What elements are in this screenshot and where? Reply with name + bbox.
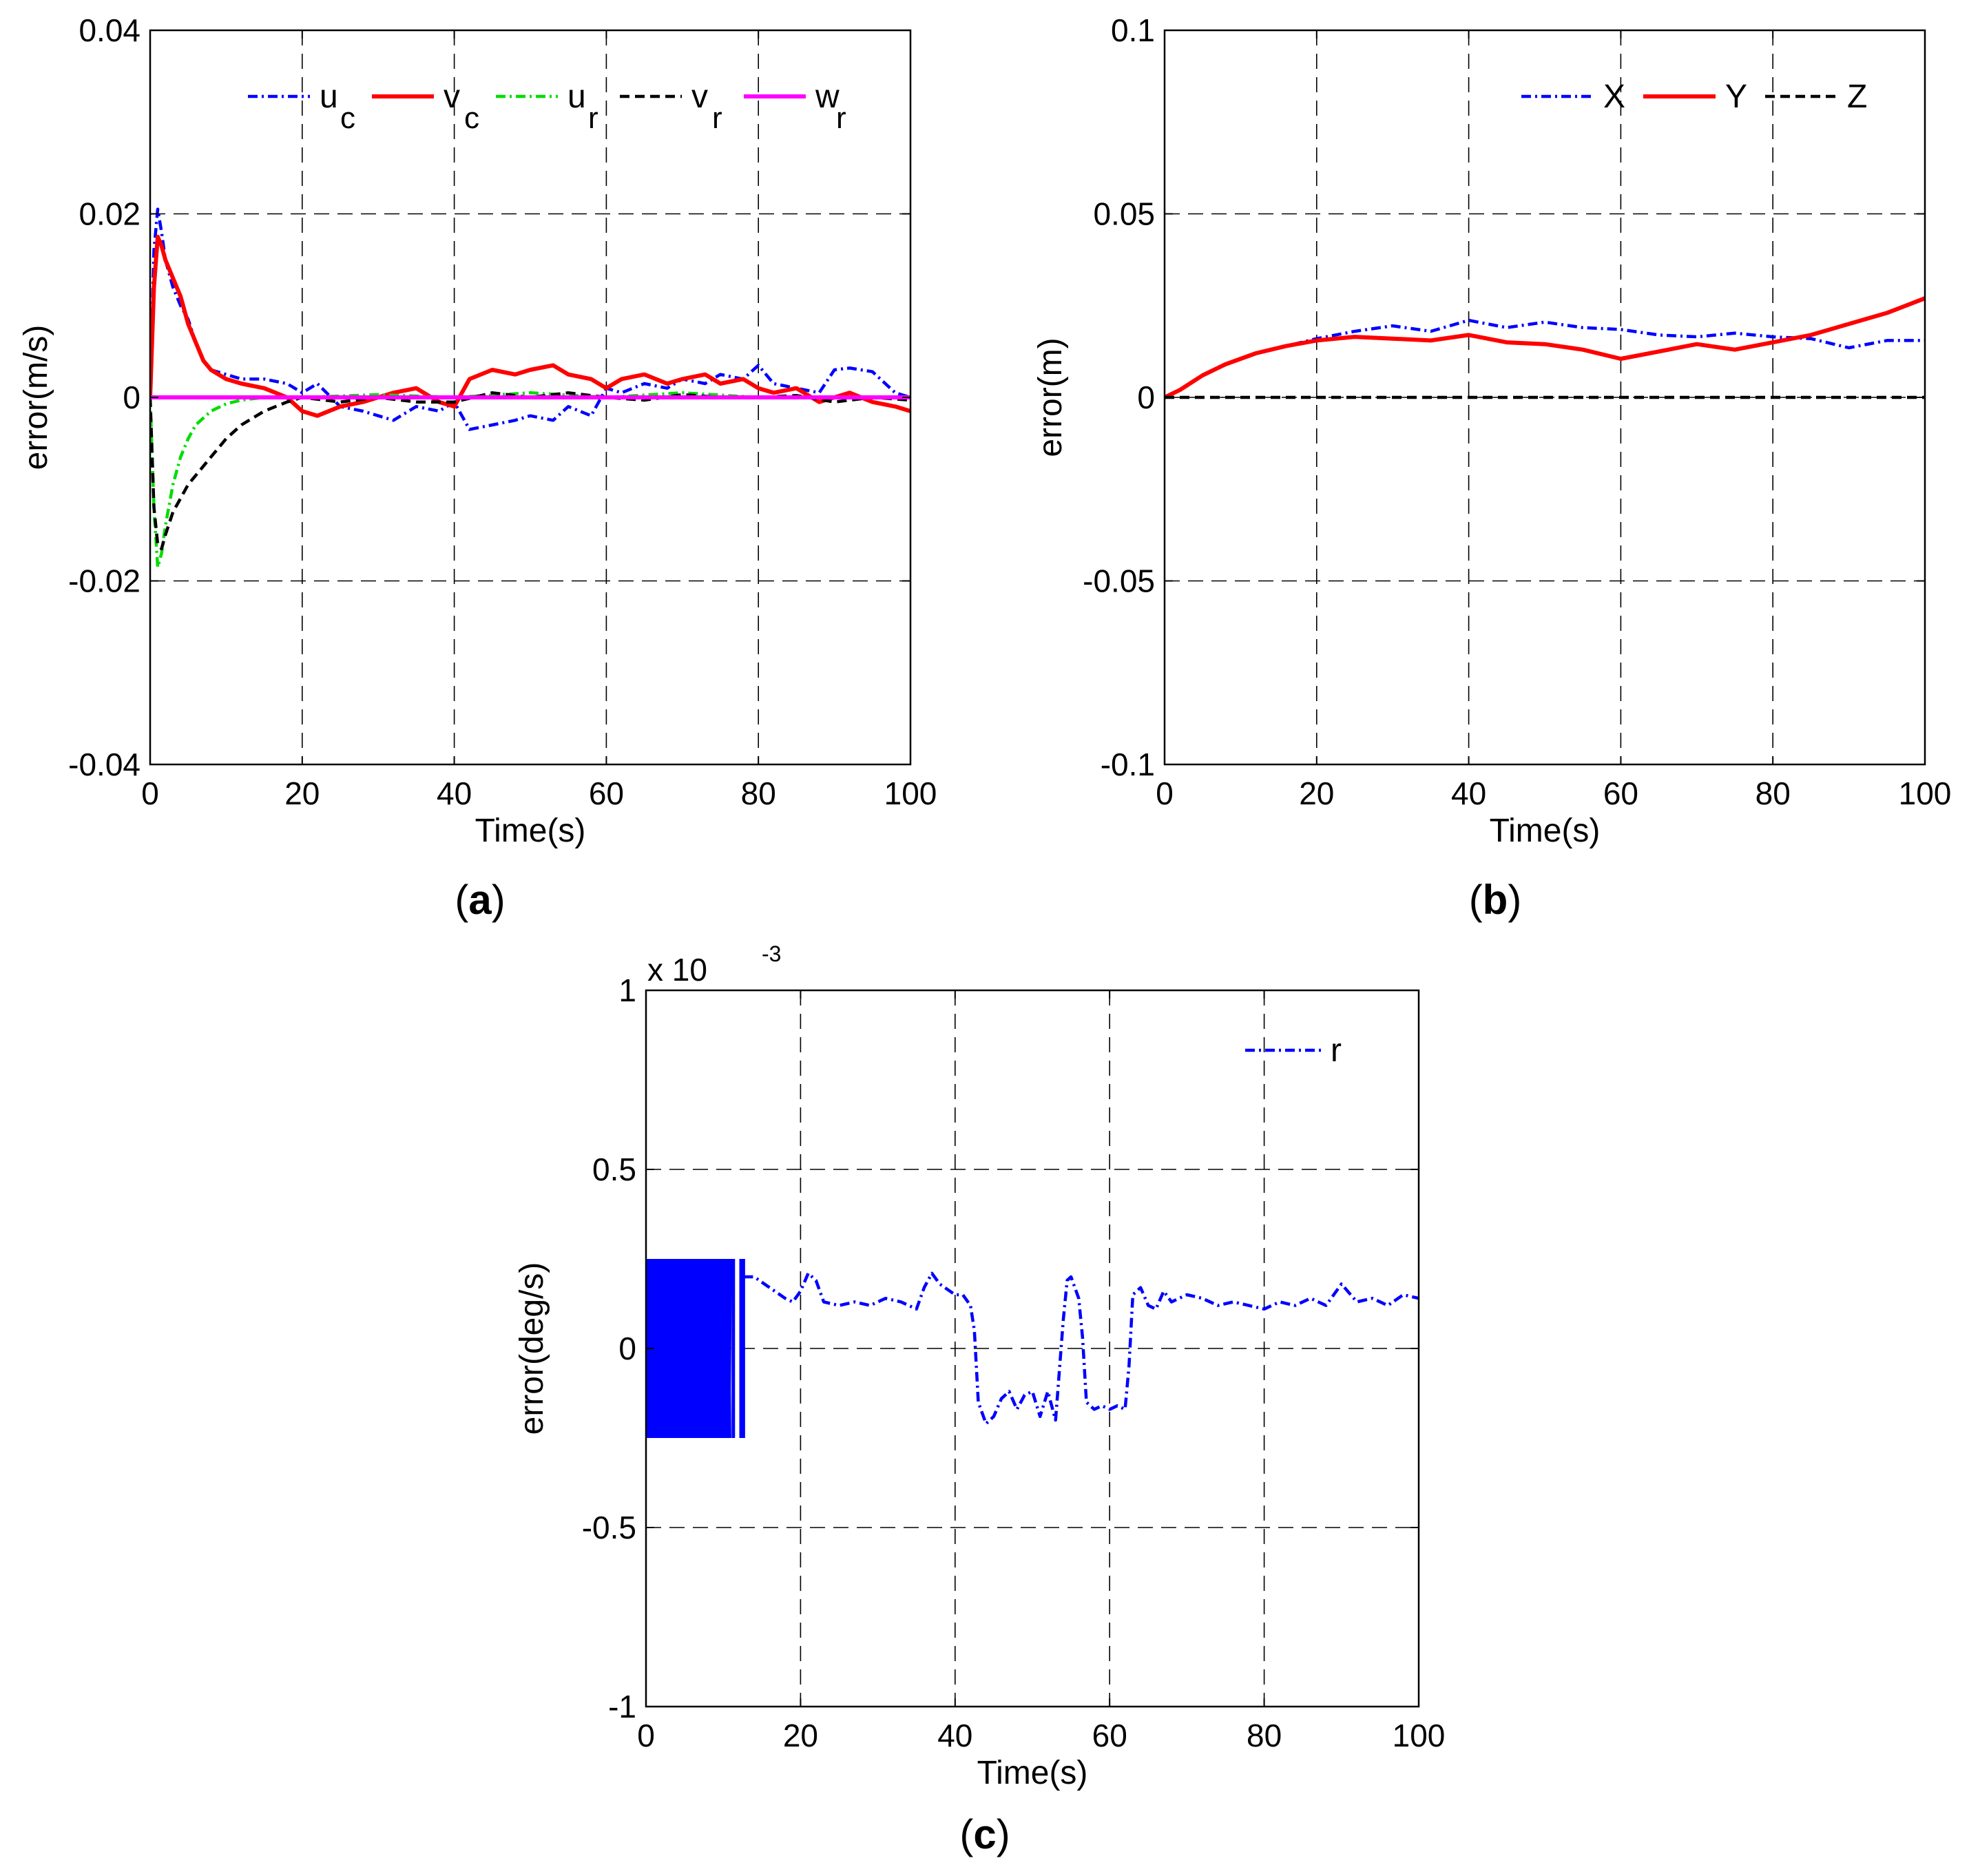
legend-item-r: r <box>1245 1032 1342 1069</box>
y-tick-label: 0.1 <box>1111 12 1155 48</box>
legend-item-u-c: uc <box>248 79 355 135</box>
series-Y-line <box>1165 296 1925 399</box>
grid <box>646 990 1419 1707</box>
y-tick-label: 1 <box>618 972 636 1008</box>
panel-caption: (c) <box>959 1811 1010 1857</box>
y-tick-label: -0.04 <box>68 747 140 782</box>
x-tick-label: 0 <box>637 1718 655 1753</box>
ticks: 0 20 40 60 80 100 -0.1 -0.05 0 0.05 0.1 <box>1083 12 1951 811</box>
y-multiplier-exponent: -3 <box>762 941 781 966</box>
y-tick-label: -0.5 <box>582 1510 636 1545</box>
series-r-line <box>743 1271 1419 1426</box>
x-tick-label: 0 <box>141 775 159 811</box>
y-axis-label: error(m/s) <box>18 325 54 470</box>
series-group <box>646 1258 1419 1439</box>
y-tick-label: -0.02 <box>68 563 140 599</box>
chart-panel-a: 0 20 40 60 80 100 -0.04 -0.02 0 0.02 0.04 Time(s) er… <box>18 12 937 923</box>
series-group <box>1165 296 1925 399</box>
legend-label-subscript: r <box>836 101 846 135</box>
x-tick-label: 0 <box>1156 775 1174 811</box>
x-tick-label: 40 <box>937 1718 972 1753</box>
legend-label: v <box>444 79 460 115</box>
y-tick-label: 0 <box>1137 379 1155 415</box>
y-tick-label: -0.1 <box>1101 747 1155 782</box>
x-tick-label: 100 <box>884 775 937 811</box>
legend-label: u <box>567 79 586 115</box>
x-tick-label: 40 <box>1451 775 1486 811</box>
series-v-c-line <box>150 234 910 418</box>
legend-item-v-c: vc <box>372 79 479 135</box>
legend-label-subscript: c <box>340 101 355 135</box>
x-axis-label: Time(s) <box>977 1755 1088 1791</box>
ticks: 0 20 40 60 80 100 -1 -0.5 0 0.5 1 <box>582 972 1446 1753</box>
oscillation-path <box>646 1258 732 1439</box>
x-tick-label: 80 <box>1247 1718 1282 1753</box>
y-tick-label: 0 <box>123 379 140 415</box>
legend-item-w-r: wr <box>744 79 846 135</box>
legend-label-subscript: c <box>464 101 479 135</box>
x-tick-label: 60 <box>1092 1718 1127 1753</box>
y-tick-label: 0.05 <box>1093 196 1155 232</box>
x-tick-label: 60 <box>589 775 624 811</box>
legend-label: u <box>320 79 338 115</box>
panel-caption: (b) <box>1469 877 1522 923</box>
legend-label: Y <box>1725 79 1747 115</box>
series-r-oscillation <box>646 1258 745 1439</box>
y-axis-label: error(deg/s) <box>514 1262 550 1435</box>
x-tick-label: 40 <box>437 775 472 811</box>
legend: X Y Z <box>1521 79 1867 115</box>
y-tick-label: 0 <box>618 1331 636 1366</box>
legend-label-subscript: r <box>588 101 598 135</box>
x-tick-label: 20 <box>783 1718 818 1753</box>
series-u-r-line <box>150 391 910 569</box>
legend-label: Z <box>1847 79 1867 115</box>
x-tick-label: 60 <box>1603 775 1638 811</box>
y-tick-label: -0.05 <box>1083 563 1155 599</box>
y-tick-label: 0.02 <box>79 196 140 232</box>
legend-label: w <box>815 79 840 115</box>
chart-panel-c: 0 20 40 60 80 100 -1 -0.5 0 0.5 1 x 10 -3 Time(s) erro… <box>514 941 1445 1857</box>
y-multiplier: x 10 <box>647 952 707 988</box>
x-tick-label: 20 <box>284 775 320 811</box>
legend: r <box>1245 1032 1342 1069</box>
chart-panel-b: 0 20 40 60 80 100 -0.1 -0.05 0 0.05 0.1 Time(s) erro… <box>1032 12 1951 923</box>
legend-label-subscript: r <box>712 101 722 135</box>
x-tick-label: 80 <box>1756 775 1791 811</box>
legend-item-X: X <box>1521 79 1625 115</box>
x-tick-label: 20 <box>1299 775 1334 811</box>
y-tick-label: 0.5 <box>592 1151 636 1187</box>
legend-item-Y: Y <box>1643 79 1747 115</box>
legend-item-u-r: ur <box>496 79 598 135</box>
legend-label: r <box>1331 1032 1342 1069</box>
x-tick-label: 100 <box>1899 775 1952 811</box>
legend-item-Z: Z <box>1765 79 1867 115</box>
y-tick-label: 0.04 <box>79 12 140 48</box>
ticks: 0 20 40 60 80 100 -0.04 -0.02 0 0.02 0.04 <box>68 12 937 811</box>
legend-label: X <box>1603 79 1625 115</box>
x-tick-label: 80 <box>741 775 776 811</box>
series-group <box>150 207 910 569</box>
panel-caption: (a) <box>455 877 505 923</box>
x-tick-label: 100 <box>1393 1718 1446 1753</box>
x-axis-label: Time(s) <box>1490 813 1601 849</box>
grid <box>150 30 910 764</box>
y-axis-label: error(m) <box>1032 337 1069 457</box>
legend-label: v <box>691 79 708 115</box>
y-tick-label: -1 <box>608 1689 636 1724</box>
legend-item-v-r: vr <box>620 79 722 135</box>
x-axis-label: Time(s) <box>475 813 586 849</box>
